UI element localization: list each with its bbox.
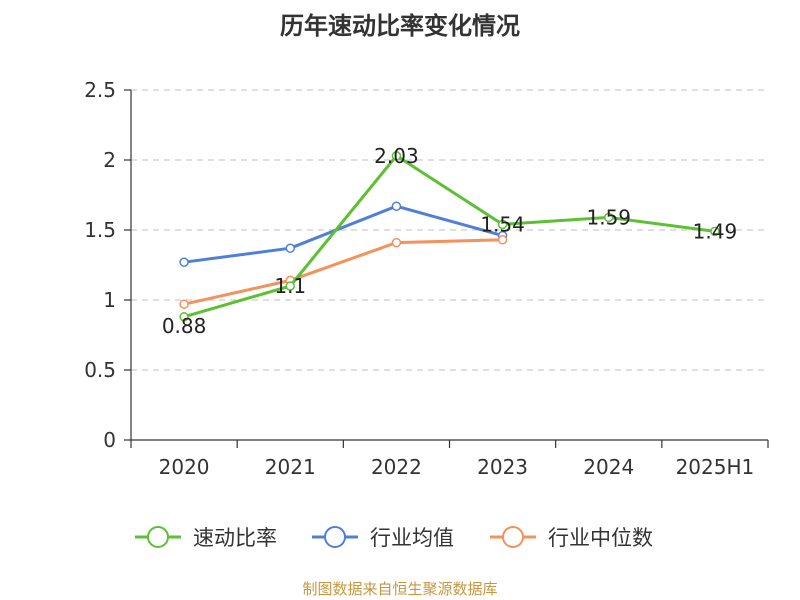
y-tick-label: 0 bbox=[103, 428, 116, 452]
x-tick-label: 2024 bbox=[583, 455, 634, 479]
data-point bbox=[391, 201, 402, 211]
legend-item[interactable]: 行业中位数 bbox=[490, 526, 653, 550]
chart-title: 历年速动比率变化情况 bbox=[280, 12, 520, 40]
series-lines bbox=[179, 151, 720, 322]
data-label: 1.59 bbox=[586, 205, 631, 229]
axes: 0 0.5 1 1.5 2 2.5 2020 2021 2022 2023 2024 2025H1 bbox=[84, 78, 769, 479]
data-point bbox=[179, 257, 189, 267]
data-point bbox=[391, 237, 402, 248]
legend-item[interactable]: 行业均值 bbox=[312, 526, 454, 550]
x-tick-label: 2020 bbox=[159, 455, 210, 479]
data-point bbox=[391, 151, 402, 161]
x-tick-label: 2022 bbox=[371, 455, 422, 479]
legend-marker bbox=[147, 526, 169, 548]
data-point bbox=[285, 243, 295, 253]
grid-lines bbox=[131, 89, 768, 371]
legend-label: 行业中位数 bbox=[548, 526, 653, 550]
series-line-1 bbox=[183, 204, 503, 264]
data-point bbox=[604, 212, 614, 223]
y-tick-label: 2 bbox=[103, 148, 116, 172]
data-point bbox=[285, 281, 295, 291]
x-tick-label: 2023 bbox=[477, 455, 528, 479]
legend-label: 行业均值 bbox=[370, 526, 454, 550]
data-point bbox=[179, 299, 189, 309]
data-label: 1.54 bbox=[480, 212, 525, 236]
data-labels: 0.88 1.1 2.03 1.54 1.59 1.49 bbox=[162, 144, 737, 338]
data-label: 0.88 bbox=[162, 314, 207, 338]
legend-marker bbox=[502, 526, 524, 548]
legend-item[interactable]: 速动比率 bbox=[135, 526, 277, 550]
data-label: 1.49 bbox=[693, 219, 738, 243]
data-point bbox=[710, 226, 720, 237]
data-label: 2.03 bbox=[374, 144, 419, 168]
legend-label: 速动比率 bbox=[193, 526, 277, 550]
x-tick-label: 2025H1 bbox=[676, 455, 755, 479]
series-line-0 bbox=[183, 154, 716, 319]
y-tick-label: 1 bbox=[103, 288, 116, 312]
y-tick-label: 1.5 bbox=[84, 218, 116, 242]
legend: 速动比率 行业均值 行业中位数 bbox=[135, 526, 653, 550]
data-label: 1.1 bbox=[274, 274, 306, 298]
x-tick-label: 2021 bbox=[265, 455, 316, 479]
legend-marker bbox=[324, 526, 346, 548]
data-point bbox=[497, 219, 508, 230]
source-note: 制图数据来自恒生聚源数据库 bbox=[302, 580, 498, 598]
series-line-2 bbox=[183, 238, 503, 306]
y-tick-label: 0.5 bbox=[84, 358, 116, 382]
data-point bbox=[497, 235, 508, 245]
data-point bbox=[179, 312, 189, 322]
y-tick-label: 2.5 bbox=[84, 78, 116, 102]
